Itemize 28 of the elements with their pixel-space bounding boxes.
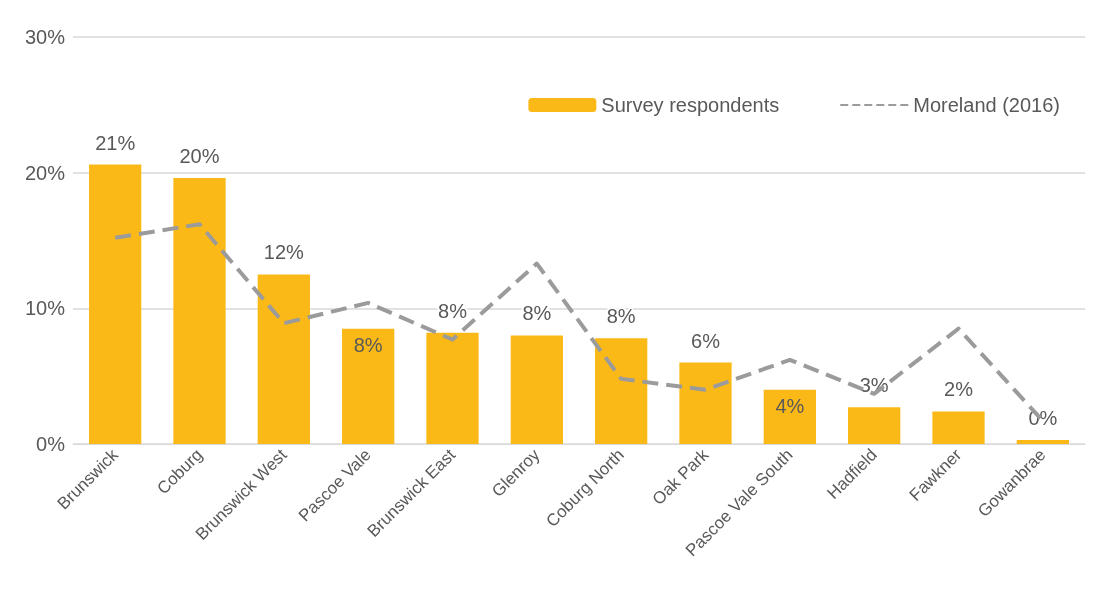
legend-label: Survey respondents <box>601 94 780 116</box>
bar <box>89 164 142 444</box>
bar <box>510 335 563 444</box>
bar <box>426 332 479 444</box>
data-label: 8% <box>606 305 636 328</box>
y-tick-label: 20% <box>24 161 66 184</box>
bar <box>848 407 901 444</box>
data-label: 21% <box>95 131 136 154</box>
bar <box>173 178 226 444</box>
data-label: 2% <box>944 378 974 401</box>
bar <box>1016 439 1069 444</box>
data-label: 20% <box>179 145 220 168</box>
bar <box>763 389 816 444</box>
data-label: 4% <box>775 394 805 417</box>
bar <box>257 274 310 444</box>
bar <box>342 328 395 444</box>
y-tick-label: 10% <box>24 297 66 320</box>
bar <box>595 338 648 444</box>
data-label: 8% <box>353 333 383 356</box>
data-label: 8% <box>438 299 468 322</box>
y-tick-label: 30% <box>24 26 66 48</box>
data-label: 8% <box>522 302 552 325</box>
bar <box>679 362 732 444</box>
data-label: 12% <box>263 241 305 264</box>
data-label: 6% <box>691 329 721 352</box>
bar <box>932 411 985 444</box>
y-tick-label: 0% <box>36 433 66 455</box>
legend-label: Moreland (2016) <box>913 94 1060 116</box>
